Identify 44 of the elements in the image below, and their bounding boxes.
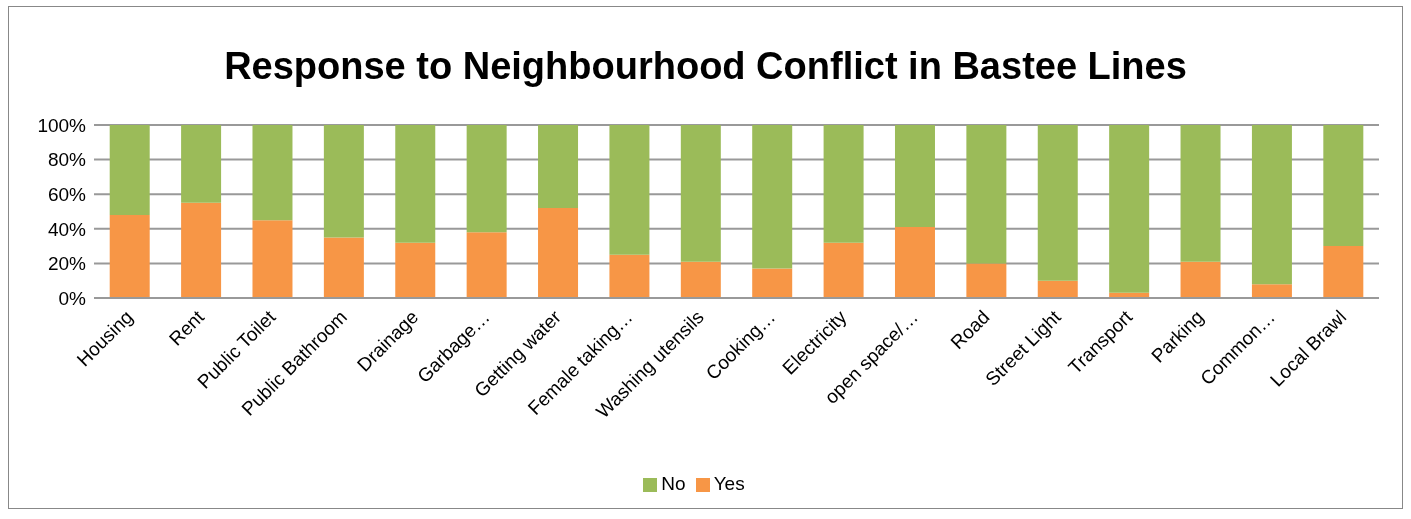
bar [323, 237, 364, 298]
bar [181, 202, 222, 298]
bar [894, 227, 935, 298]
y-tick-label: 0% [58, 287, 87, 309]
bar [395, 242, 436, 298]
bar [252, 220, 293, 298]
bar [181, 125, 222, 203]
y-tick-label: 40% [47, 218, 87, 240]
bar [1037, 125, 1078, 281]
bar [538, 208, 579, 298]
bar [466, 232, 507, 298]
bar [966, 263, 1007, 298]
bar [1037, 280, 1078, 298]
bar [823, 125, 864, 243]
bar [966, 125, 1007, 264]
chart-title: Response to Neighbourhood Conflict in Bastee Lines [223, 45, 1188, 89]
bar [1251, 125, 1292, 285]
bar [252, 125, 293, 221]
bar [395, 125, 436, 243]
bar [680, 261, 721, 298]
bar [109, 214, 150, 298]
bar [323, 125, 364, 238]
bar [609, 254, 650, 298]
bar [1180, 261, 1221, 298]
bar [1323, 125, 1364, 247]
bar [1251, 284, 1292, 298]
bar [1109, 125, 1150, 293]
bar [680, 125, 721, 262]
y-tick-label: 60% [47, 183, 87, 205]
legend-label: No [661, 473, 686, 494]
bar [466, 125, 507, 233]
bar [538, 125, 579, 209]
bar [1323, 246, 1364, 298]
bar [752, 268, 793, 298]
bar [609, 125, 650, 255]
bar [109, 125, 150, 215]
y-tick-label: 100% [37, 114, 87, 136]
bar [752, 125, 793, 269]
y-tick-label: 20% [47, 253, 87, 275]
bar [1180, 125, 1221, 262]
y-tick-label: 80% [47, 149, 87, 171]
legend-label: Yes [713, 473, 745, 494]
bar [894, 125, 935, 228]
bar [823, 242, 864, 298]
